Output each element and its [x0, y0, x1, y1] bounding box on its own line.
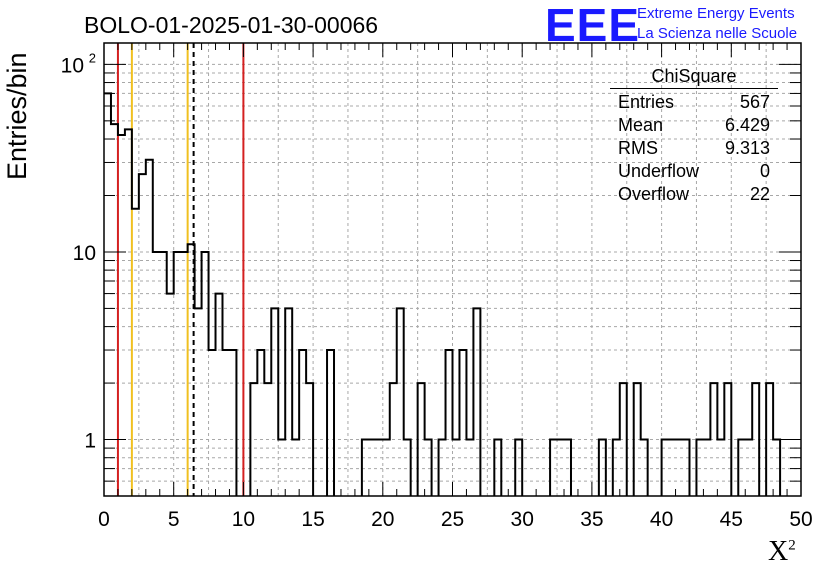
stats-label: RMS — [618, 138, 658, 158]
y-tick-label: 10 — [73, 242, 96, 265]
stats-title: ChiSquare — [610, 66, 778, 89]
x-tick-label: 25 — [441, 508, 464, 531]
x-axis-label-base: X — [768, 536, 789, 567]
stats-value: 22 — [749, 184, 770, 204]
stats-row: Overflow 22 — [610, 183, 778, 206]
stats-label: Mean — [618, 115, 664, 135]
stats-row: Entries 567 — [610, 91, 778, 114]
histogram-series — [104, 92, 782, 496]
y-axis-label: Entries/bin — [2, 52, 32, 180]
x-tick-label: 45 — [720, 508, 743, 531]
reference-lines — [116, 43, 245, 496]
x-tick-label: 40 — [650, 508, 673, 531]
stats-value: 6.429 — [724, 115, 770, 135]
logo-line-1: Extreme Energy Events — [637, 5, 795, 22]
stats-value: 567 — [739, 92, 770, 112]
x-tick-label: 10 — [232, 508, 255, 531]
stats-row: Underflow 0 — [610, 160, 778, 183]
x-tick-label: 50 — [789, 508, 812, 531]
x-axis-label-sup: 2 — [788, 537, 796, 554]
y-tick-label: 10 — [61, 54, 84, 77]
histogram-step-line — [104, 92, 782, 496]
axis-ticks — [103, 43, 802, 496]
x-axis-label: X2 — [768, 536, 796, 568]
stats-label: Underflow — [618, 161, 700, 181]
stats-value: 9.313 — [724, 138, 770, 158]
eee-logo: EEE — [545, 0, 641, 51]
x-tick-label: 15 — [301, 508, 324, 531]
x-tick-label: 35 — [580, 508, 603, 531]
x-tick-label: 5 — [168, 508, 180, 531]
chart-title: BOLO-01-2025-01-30-00066 — [84, 12, 379, 38]
y-tick-label: 1 — [84, 430, 96, 453]
x-tick-label: 30 — [511, 508, 534, 531]
stats-box: ChiSquare Entries 567 Mean 6.429 RMS 9.313 … — [610, 66, 778, 206]
stats-value: 0 — [759, 161, 770, 181]
stats-label: Overflow — [618, 184, 690, 204]
y-tick-label-exponent: 2 — [89, 50, 96, 65]
tick-labels: 0 5 10 15 20 25 30 35 40 45 50 1 10 10 2 — [61, 50, 813, 531]
stats-row: RMS 9.313 — [610, 137, 778, 160]
x-tick-label: 0 — [98, 508, 110, 531]
logo-line-2: La Scienza nelle Scuole — [637, 25, 798, 42]
stats-row: Mean 6.429 — [610, 114, 778, 137]
x-tick-label: 20 — [371, 508, 394, 531]
stats-label: Entries — [618, 92, 675, 112]
